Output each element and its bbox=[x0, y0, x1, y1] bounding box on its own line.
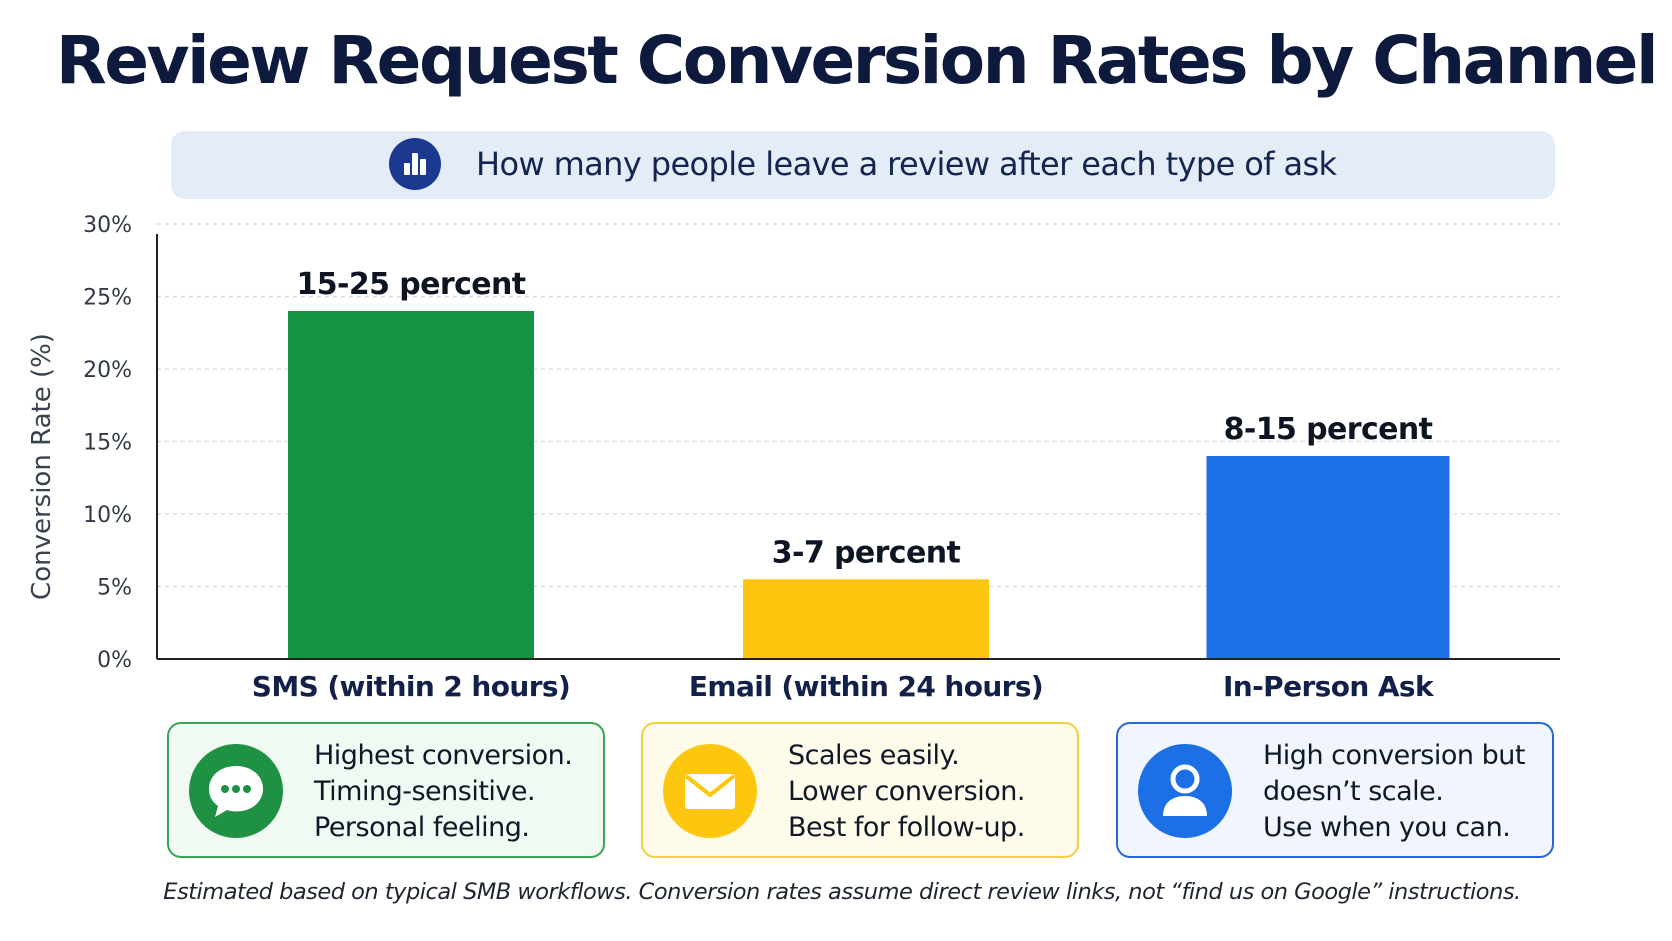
bar bbox=[288, 311, 534, 659]
y-tick-label: 20% bbox=[83, 358, 132, 383]
y-axis-ticks: 0% 5% 10% 15% 20% 25% 30% bbox=[83, 213, 132, 673]
card-line: Personal feeling. bbox=[314, 812, 530, 843]
card-text-in-person: High conversion but doesn’t scale. Use w… bbox=[1263, 738, 1525, 846]
bar-data-label: 8-15 percent bbox=[1224, 412, 1433, 447]
bar-data-label: 15-25 percent bbox=[296, 267, 525, 302]
subtitle-banner: How many people leave a review after eac… bbox=[171, 131, 1555, 199]
card-line: doesn’t scale. bbox=[1263, 776, 1444, 807]
person-icon bbox=[1138, 744, 1232, 838]
bar-chart: 0% 5% 10% 15% 20% 25% 30% 15-25 percent 3-7 per… bbox=[27, 213, 1560, 703]
category-label: Email (within 24 hours) bbox=[689, 670, 1043, 703]
category-label: In-Person Ask bbox=[1223, 670, 1435, 703]
card-email: Scales easily. Lower conversion. Best fo… bbox=[641, 722, 1079, 858]
y-tick-label: 15% bbox=[83, 431, 132, 456]
subtitle: How many people leave a review after eac… bbox=[476, 145, 1337, 183]
category-label: SMS (within 2 hours) bbox=[252, 670, 570, 703]
bar bbox=[1206, 456, 1450, 659]
bar-chart-icon bbox=[389, 138, 441, 190]
card-line: Best for follow-up. bbox=[788, 812, 1025, 843]
bar bbox=[743, 579, 989, 659]
page-title: Review Request Conversion Rates by Chann… bbox=[55, 22, 1659, 99]
y-tick-label: 10% bbox=[83, 503, 132, 528]
bar-labels: 15-25 percent 3-7 percent 8-15 percent bbox=[296, 267, 1433, 570]
card-text-sms: Highest conversion. Timing-sensitive. Pe… bbox=[314, 738, 573, 846]
chat-bubble-icon bbox=[189, 744, 283, 838]
card-line: High conversion but bbox=[1263, 740, 1525, 771]
card-line: Highest conversion. bbox=[314, 740, 573, 771]
card-sms: Highest conversion. Timing-sensitive. Pe… bbox=[167, 722, 605, 858]
y-tick-label: 5% bbox=[97, 576, 132, 601]
y-tick-label: 30% bbox=[83, 213, 132, 238]
card-line: Scales easily. bbox=[788, 740, 960, 771]
category-labels: SMS (within 2 hours) Email (within 24 hou… bbox=[252, 670, 1436, 703]
card-line: Timing-sensitive. bbox=[314, 776, 536, 807]
y-tick-label: 25% bbox=[83, 286, 132, 311]
card-line: Lower conversion. bbox=[788, 776, 1025, 807]
envelope-icon bbox=[663, 744, 757, 838]
bar-data-label: 3-7 percent bbox=[772, 535, 961, 570]
card-in-person: High conversion but doesn’t scale. Use w… bbox=[1116, 722, 1554, 858]
y-axis-title: Conversion Rate (%) bbox=[27, 333, 57, 600]
bars bbox=[288, 311, 1450, 659]
y-tick-label: 0% bbox=[97, 648, 132, 673]
card-line: Use when you can. bbox=[1263, 812, 1511, 843]
card-text-email: Scales easily. Lower conversion. Best fo… bbox=[788, 738, 1025, 846]
footnote: Estimated based on typical SMB workflows… bbox=[163, 879, 1521, 905]
